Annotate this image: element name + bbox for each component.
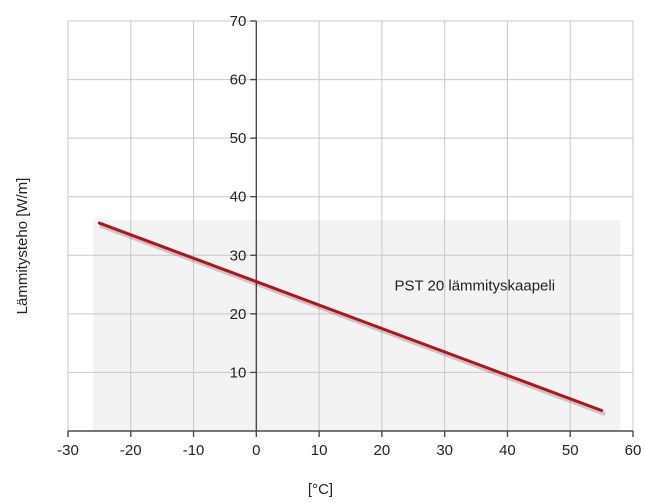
series-annotation-label: PST 20 lämmityskaapeli xyxy=(394,277,555,294)
x-tick-label: 60 xyxy=(625,442,642,459)
y-tick-label: 40 xyxy=(230,189,247,206)
x-tick-label: 30 xyxy=(436,442,453,459)
x-tick-label: -10 xyxy=(183,442,205,459)
x-tick-label: 0 xyxy=(252,442,260,459)
y-tick-label: 50 xyxy=(230,130,247,147)
y-axis-title: Lämmitysteho [W/m] xyxy=(14,178,31,315)
x-tick-label: -30 xyxy=(57,442,79,459)
x-tick-label: 10 xyxy=(311,442,328,459)
x-tick-label: 20 xyxy=(374,442,391,459)
y-tick-label: 20 xyxy=(230,306,247,323)
y-tick-label: 60 xyxy=(230,72,247,89)
series-line-shadow xyxy=(99,224,606,416)
x-axis-title: [°C] xyxy=(308,481,333,498)
x-tick-label: 40 xyxy=(499,442,516,459)
y-tick-label: 70 xyxy=(230,13,247,30)
series-line xyxy=(97,221,604,412)
x-tick-label: 50 xyxy=(562,442,579,459)
y-tick-label: 30 xyxy=(230,247,247,264)
x-tick-label: -20 xyxy=(120,442,142,459)
y-tick-label: 10 xyxy=(230,364,247,381)
